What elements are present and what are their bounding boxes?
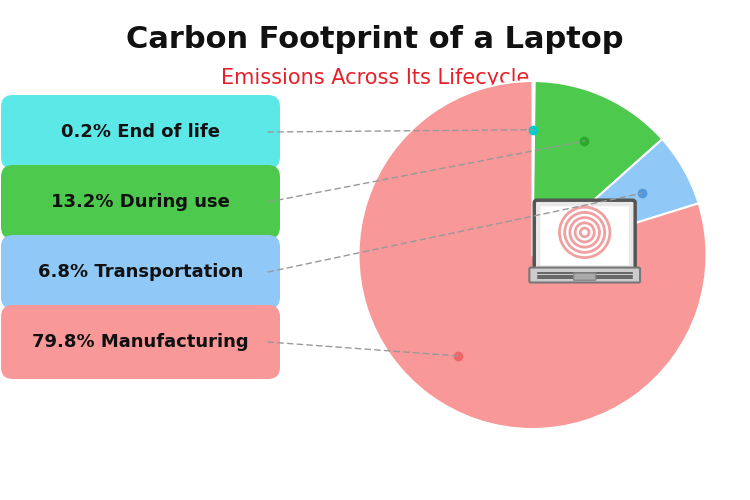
FancyBboxPatch shape [1,235,280,309]
Text: 0.2% End of life: 0.2% End of life [61,123,220,141]
FancyBboxPatch shape [530,268,640,282]
Text: 13.2% During use: 13.2% During use [51,193,230,211]
Wedge shape [532,81,535,255]
Text: Carbon Footprint of a Laptop: Carbon Footprint of a Laptop [126,25,624,54]
Text: Emissions Across Its Lifecycle: Emissions Across Its Lifecycle [220,68,530,88]
Text: 79.8% Manufacturing: 79.8% Manufacturing [32,333,249,351]
FancyBboxPatch shape [534,200,635,272]
FancyBboxPatch shape [1,305,280,379]
FancyBboxPatch shape [540,206,629,266]
FancyBboxPatch shape [574,273,596,280]
FancyBboxPatch shape [1,95,280,169]
Wedge shape [532,139,699,255]
Wedge shape [532,81,662,255]
FancyBboxPatch shape [1,165,280,239]
Text: 6.8% Transportation: 6.8% Transportation [38,263,243,281]
Wedge shape [358,81,706,429]
